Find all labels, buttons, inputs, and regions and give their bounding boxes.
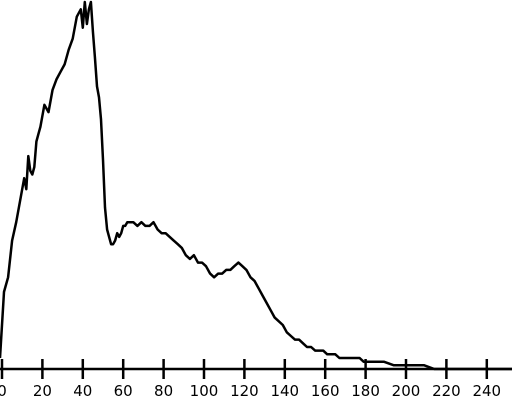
x-tick-label-40: 40 — [73, 382, 92, 400]
x-tick-label-200: 200 — [392, 382, 421, 400]
x-tick-label-220: 220 — [432, 382, 461, 400]
x-tick-label-120: 120 — [230, 382, 259, 400]
x-tick-label-60: 60 — [114, 382, 133, 400]
x-tick-label-20: 20 — [33, 382, 52, 400]
x-tick-label-240: 240 — [472, 382, 501, 400]
x-tick-label-0: 0 — [0, 382, 7, 400]
x-axis-tick-labels: 0 20 40 60 80 100 120 140 160 180 200 220 240 — [0, 382, 501, 400]
x-tick-label-140: 140 — [270, 382, 299, 400]
x-tick-label-180: 180 — [351, 382, 380, 400]
x-tick-label-100: 100 — [190, 382, 219, 400]
x-tick-label-80: 80 — [154, 382, 173, 400]
histogram-line — [0, 0, 512, 371]
x-axis-ticks — [0, 359, 489, 379]
x-tick-label-160: 160 — [311, 382, 340, 400]
